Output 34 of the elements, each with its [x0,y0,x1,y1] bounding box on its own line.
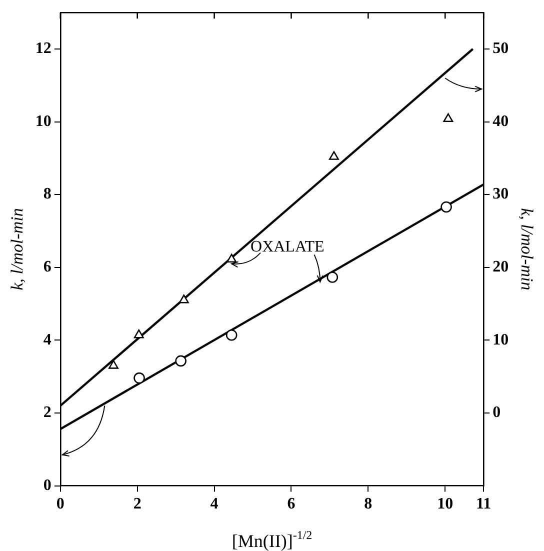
point [178,294,189,304]
y-tick-label: 12 [35,40,52,58]
x-tick-label: 4 [210,496,218,513]
y2-tick-label: 0 [492,404,501,422]
point [226,329,238,341]
point [175,355,186,367]
point [440,201,452,213]
x-tick-label: 10 [437,496,454,513]
y-tick-label: 6 [43,258,52,276]
y2-tick-label: 50 [492,40,509,58]
x-tick-label: 11 [476,496,492,513]
y-axis-title: k, l/mol-min [8,208,27,290]
point [134,372,145,384]
x-tick-label: 0 [56,496,64,513]
y-tick-label: 2 [43,404,52,422]
point [134,329,144,338]
point [226,254,237,263]
y2-tick-label: 20 [492,258,509,276]
y2-tick-label: 40 [492,112,509,130]
point [443,113,454,122]
annotation: OXALATE [250,238,324,256]
point [328,151,339,160]
y2-axis-title: k, l/mol-min [517,208,536,290]
y-tick-label: 0 [43,476,52,494]
x-tick-label: 6 [287,496,296,513]
y-tick-label: 8 [43,186,52,203]
y-tick-label: 4 [43,331,52,348]
y2-tick-label: 30 [492,186,509,203]
x-tick-label: 2 [133,496,142,513]
point [326,272,338,283]
y-tick-label: 10 [35,112,52,130]
x-tick-label: 8 [364,496,372,513]
y2-tick-label: 10 [492,331,509,348]
point [108,360,118,369]
